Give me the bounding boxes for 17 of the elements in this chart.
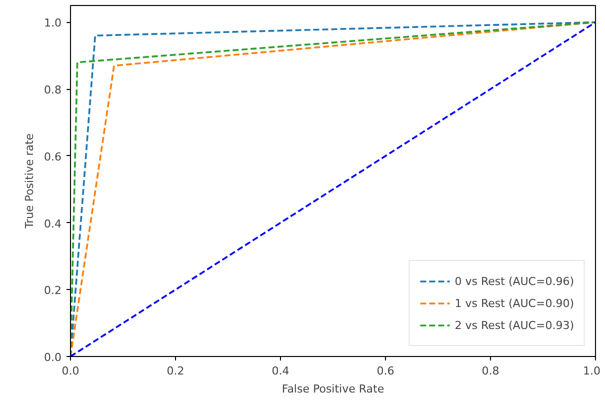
y-tick-label: 0.0 [44, 351, 62, 364]
y-axis-title: True Positive rate [23, 133, 36, 230]
x-tick-label: 0.0 [62, 364, 80, 378]
x-axis-title: False Positive Rate [282, 382, 384, 396]
x-tick-label: 0.8 [482, 364, 500, 378]
y-tick-label: 0.2 [44, 284, 62, 298]
legend-label: 2 vs Rest (AUC=0.93) [454, 318, 574, 332]
x-tick-label: 0.2 [166, 364, 184, 378]
y-tick-label: 1.0 [44, 16, 62, 30]
y-tick-label: 0.6 [44, 150, 62, 164]
y-tick-label: 0.4 [44, 217, 62, 230]
legend-label: 1 vs Rest (AUC=0.90) [454, 296, 574, 310]
legend-label: 0 vs Rest (AUC=0.96) [454, 274, 574, 288]
x-tick-label: 1.0 [583, 364, 601, 378]
y-tick-label: 0.8 [44, 84, 62, 97]
x-tick-label: 0.6 [376, 364, 394, 378]
x-tick-label: 0.4 [272, 364, 290, 378]
